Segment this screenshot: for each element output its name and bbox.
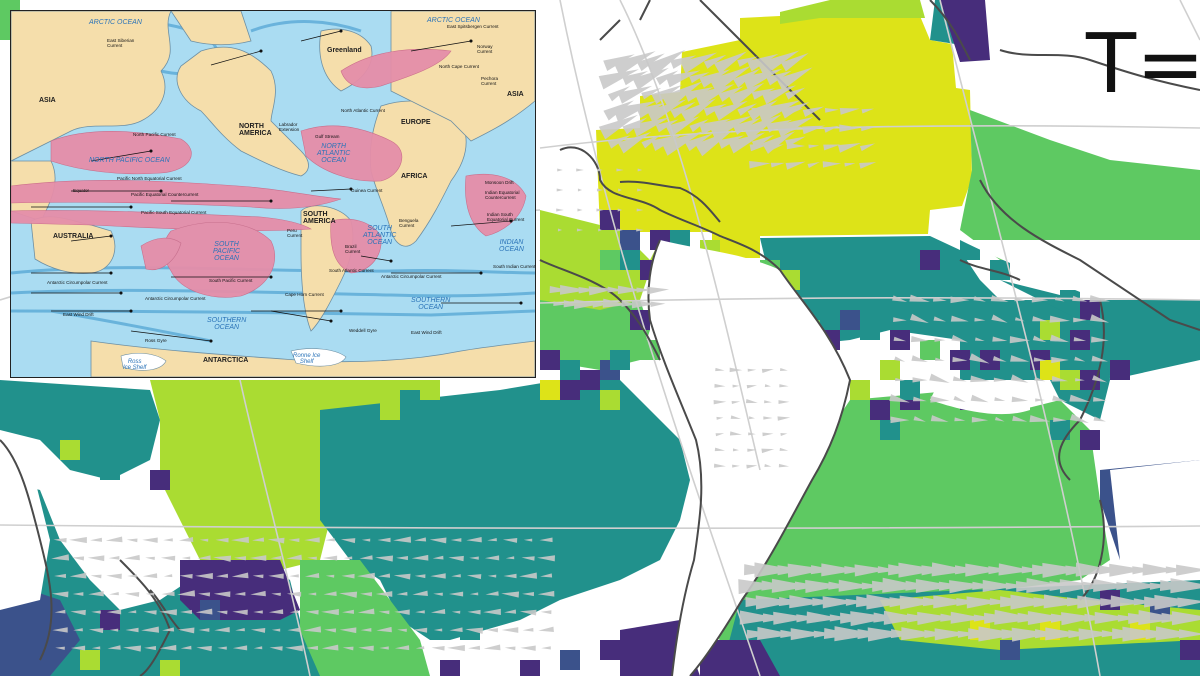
inset-continents-asia-l-label: ASIA [39,97,56,104]
inset-currents-north-cape-label: North Cape Current [439,64,480,69]
inset-continents-north-america-label: NORTH AMERICA [239,123,272,137]
inset-currents-guinea-label: Guinea Current [351,188,383,193]
inset-continents-europe-label: EUROPE [401,119,431,126]
inset-continents-antarctica-label: ANTARCTICA [203,357,249,364]
ocean-region-12 [0,480,330,676]
inset-currents-acc-1-label: Antarctic Circumpolar Current [47,280,108,285]
inset-oceans-arctic-l-label: ARCTIC OCEAN [89,19,142,26]
inset-currents-peru-label: Peru Current [287,228,303,238]
inset-currents-labrador-label: Labrador Extension [279,122,300,132]
inset-currents-equator-label: Equator [73,188,90,193]
inset-continents-greenland-label: Greenland [327,47,362,54]
inset-currents-acc-3-label: Antarctic Circumpolar Current [381,274,442,279]
velocity-arrows [51,49,1200,652]
inset-oceans-north-pacific-label: NORTH PACIFIC OCEAN [89,157,170,164]
inset-continents-south-america-label: SOUTH AMERICA [303,211,336,225]
ocean-region-20 [1000,280,1200,380]
inset-currents-weddell-gyre-label: Weddell Gyre [349,328,377,333]
inset-currents-pacific-eq-counter-label: Pacific Equatorial Countercurrent [131,192,199,197]
inset-currents-pacific-south-eq-label: Pacific South Equatorial Current [141,210,207,215]
inset-currents-east-siberian-label: East Siberian Current [107,38,135,48]
inset-currents-east-wind-1-label: East Wind Drift [63,312,94,317]
inset-oceans-south-pacific-label: SOUTH PACIFIC OCEAN [213,241,241,262]
inset-currents-benguela-label: Benguela Current [399,218,419,228]
inset-currents-monsoon-label: Monsoon Drift [485,180,514,185]
inset-ice-shelves-ronne-label: Ronne Ice Shelf [293,353,321,365]
inset-currents-pacific-north-eq-label: Pacific North Equatorial Current [117,176,182,181]
inset-currents-north-pacific-current-label: North Pacific Current [133,132,176,137]
inset-currents-indian-south-eq-label: Indian South Equatorial Current [487,212,525,222]
inset-oceans-southern-2-label: SOUTHERN OCEAN [411,297,451,311]
inset-currents-north-atlantic-current-label: North Atlantic Current [341,108,385,113]
inset-continents-asia-r-label: ASIA [507,91,524,98]
time-label: T= [1086,17,1200,112]
ocean-region-11 [320,380,690,640]
inset-currents-east-spitsbergen-label: East Spitsbergen Current [447,24,499,29]
inset-currents-indian-eq-counter-label: Indian Equatorial Countercurrent [485,190,520,200]
inset-oceans-south-atlantic-label: SOUTH ATLANTIC OCEAN [363,225,397,246]
inset-oceans-arctic-r-label: ARCTIC OCEAN [427,17,480,24]
inset-oceans-north-atlantic-label: NORTH ATLANTIC OCEAN [317,143,351,164]
inset-currents-south-atlantic-current-label: South Atlantic Current [329,268,374,273]
ocean-region-22 [700,640,780,676]
land-mask [0,240,1200,676]
ocean-region-5 [760,236,1110,420]
inset-map-drawing [11,11,535,377]
ocean-region-2 [780,0,925,24]
inset-oceans-indian-label: INDIAN OCEAN [499,239,524,253]
inset-oceans-southern-1-label: SOUTHERN OCEAN [207,317,247,331]
inset-currents-acc-2-label: Antarctic Circumpolar Current [145,296,206,301]
inset-ice-shelves-ross-label: Ross Ice Shelf [123,359,147,371]
ocean-region-19 [960,110,1200,280]
inset-continents-africa-label: AFRICA [401,173,428,180]
inset-currents-cape-horn-label: Cape Horn Current [285,292,324,297]
inset-currents-east-wind-2-label: East Wind Drift [411,330,442,335]
inset-currents-brazil-label: Brazil Current [345,244,361,254]
inset-continents-australia-label: AUSTRALIA [53,233,94,240]
inset-currents-south-indian-current-label: South Indian Current [493,264,536,269]
ocean-region-4 [940,0,990,62]
inset-currents-gulf-stream-label: Gulf Stream [315,134,340,139]
ocean-region-9 [0,380,160,480]
inset-currents-norway-label: Norway Current [477,44,493,54]
ocean-currents-inset-map: ASIA ASIA Greenland NORTH AMERICA EUROPE AFRI… [10,10,536,378]
inset-currents-ross-gyre-label: Ross Gyre [145,338,167,343]
inset-currents-pechora-label: Pechora Current [481,76,499,86]
inset-currents-south-pacific-current-label: South Pacific Current [209,278,253,283]
